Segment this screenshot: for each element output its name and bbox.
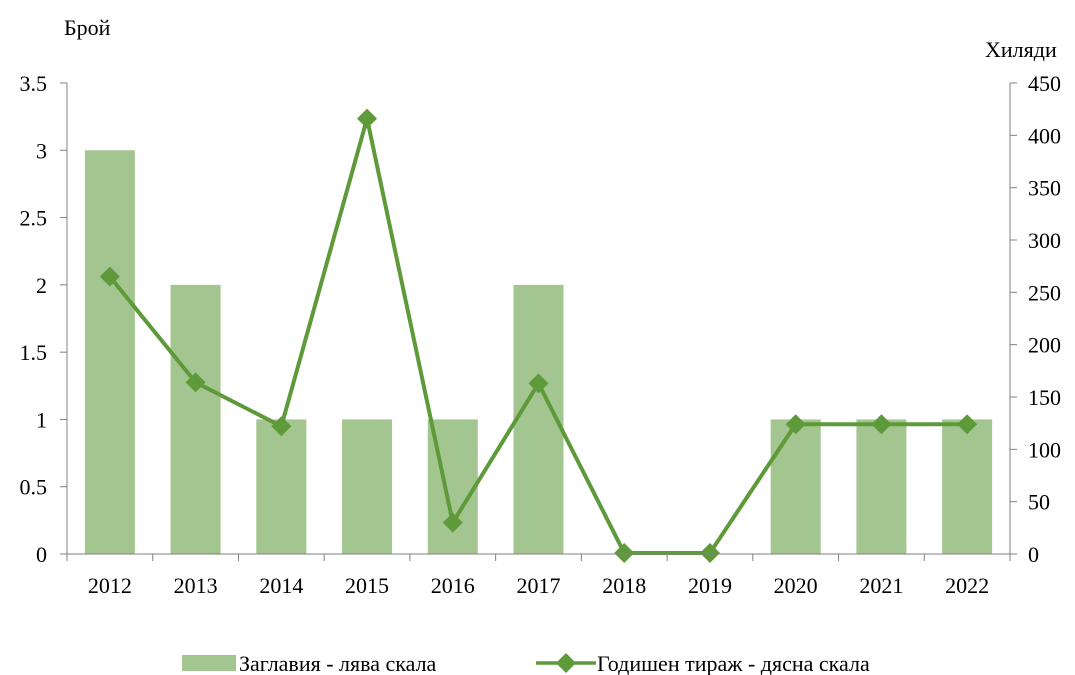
axes-layer: 0 0.5 1 1.5 2 2.5 3 3.5 0 50 100 150 200 250 300 350 400… bbox=[20, 71, 1062, 598]
point-2019 bbox=[699, 542, 720, 563]
right-axis-title: Хиляди bbox=[985, 37, 1057, 62]
x-tick-label: 2022 bbox=[945, 573, 989, 598]
x-tick-label: 2021 bbox=[859, 573, 903, 598]
left-tick-label: 0 bbox=[36, 542, 47, 567]
point-2013 bbox=[185, 372, 206, 393]
point-2017 bbox=[528, 373, 549, 394]
right-tick-label: 200 bbox=[1028, 333, 1061, 358]
line-layer bbox=[99, 108, 978, 563]
legend-line-marker bbox=[556, 653, 576, 673]
right-tick-label: 350 bbox=[1028, 176, 1061, 201]
x-tick-label: 2013 bbox=[174, 573, 218, 598]
point-2014 bbox=[271, 416, 292, 437]
point-2020 bbox=[785, 414, 806, 435]
point-2016 bbox=[442, 512, 463, 533]
left-tick-label: 3.5 bbox=[20, 71, 48, 96]
point-2022 bbox=[957, 414, 978, 435]
right-tick-label: 450 bbox=[1028, 71, 1061, 96]
x-tick-label: 2012 bbox=[88, 573, 132, 598]
bar-2015 bbox=[342, 419, 393, 554]
left-tick-label: 1.5 bbox=[20, 340, 48, 365]
x-tick-label: 2019 bbox=[688, 573, 732, 598]
point-2015 bbox=[357, 108, 378, 129]
x-tick-label: 2017 bbox=[517, 573, 561, 598]
x-tick-label: 2016 bbox=[431, 573, 475, 598]
point-2018 bbox=[614, 542, 635, 563]
right-tick-label: 100 bbox=[1028, 437, 1061, 462]
legend: Заглавия - лява скала Годишен тираж - дя… bbox=[182, 651, 870, 675]
x-tick-label: 2020 bbox=[774, 573, 818, 598]
right-tick-label: 250 bbox=[1028, 280, 1061, 305]
point-2021 bbox=[871, 414, 892, 435]
right-tick-label: 400 bbox=[1028, 123, 1061, 148]
right-tick-label: 300 bbox=[1028, 228, 1061, 253]
bars-layer bbox=[84, 150, 993, 555]
legend-line-label: Годишен тираж - дясна скала bbox=[597, 651, 870, 675]
left-tick-label: 2 bbox=[36, 273, 47, 298]
left-tick-label: 2.5 bbox=[20, 206, 48, 231]
bar-2021 bbox=[856, 419, 907, 554]
x-tick-label: 2014 bbox=[259, 573, 303, 598]
bar-2022 bbox=[942, 419, 993, 554]
left-axis-title: Брой bbox=[64, 15, 111, 40]
legend-bar-swatch bbox=[182, 655, 236, 671]
legend-bar-label: Заглавия - лява скала bbox=[239, 651, 437, 675]
left-tick-label: 0.5 bbox=[20, 475, 48, 500]
right-tick-label: 150 bbox=[1028, 385, 1061, 410]
point-2012 bbox=[99, 266, 120, 287]
right-tick-label: 0 bbox=[1028, 542, 1039, 567]
left-tick-label: 3 bbox=[36, 138, 47, 163]
left-tick-label: 1 bbox=[36, 407, 47, 432]
bar-2012 bbox=[84, 150, 135, 555]
right-tick-label: 50 bbox=[1028, 490, 1050, 515]
bar-2014 bbox=[256, 419, 307, 554]
bar-2013 bbox=[170, 284, 221, 554]
x-tick-label: 2018 bbox=[602, 573, 646, 598]
x-tick-label: 2015 bbox=[345, 573, 389, 598]
bar-2020 bbox=[770, 419, 821, 554]
